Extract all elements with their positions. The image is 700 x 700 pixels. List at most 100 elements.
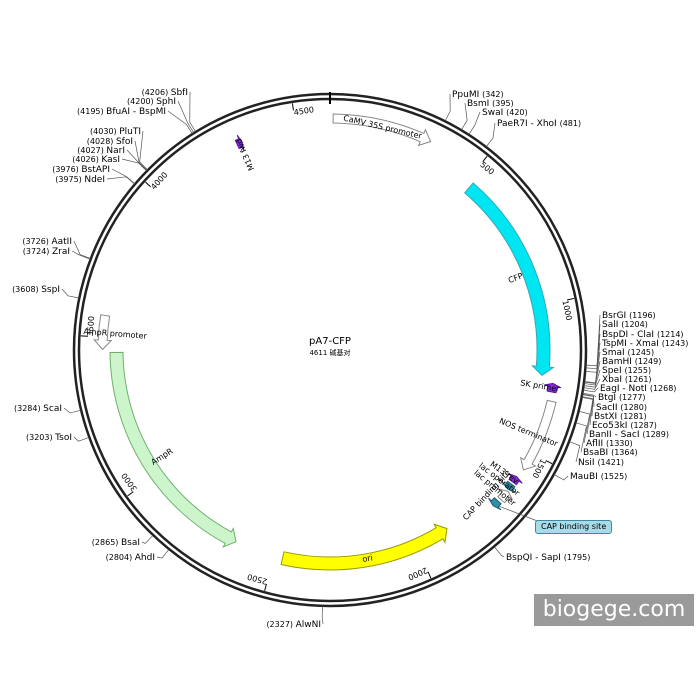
site-smai: SmaI (1245) — [602, 348, 654, 358]
site-line-bsai — [141, 535, 154, 544]
site-tsoi: (3203) TsoI — [26, 433, 72, 443]
site-line-aatii — [73, 240, 91, 259]
site-scai: (3284) ScaI — [14, 404, 62, 414]
site-line-ahdi — [156, 549, 170, 559]
site-line-tsoi — [73, 436, 89, 442]
tick-label-4500: 4500 — [293, 105, 314, 117]
site-line-sbfi — [189, 91, 196, 132]
site-position: (1525) — [601, 472, 628, 481]
tick-4000 — [145, 181, 151, 188]
tick-3000 — [127, 491, 134, 497]
site-line-ppumi — [444, 93, 451, 122]
site-name: TsoI — [54, 433, 72, 443]
tick-2500 — [264, 583, 267, 591]
site-line-scai — [63, 407, 81, 414]
site-sphi: (4200) SphI — [127, 97, 176, 107]
site-position: (1364) — [611, 448, 638, 457]
site-position: (1281) — [620, 412, 647, 421]
feature-ampr-promoter — [93, 314, 113, 351]
site-name: MauBI — [570, 472, 601, 482]
tick-label-500: 500 — [478, 160, 496, 177]
site-position: (3975) — [55, 175, 84, 184]
site-line-sacii — [582, 393, 595, 408]
site-line-xbai — [583, 378, 601, 390]
site-position: (1245) — [628, 348, 655, 357]
site-nari: (4027) NarI — [77, 146, 125, 156]
site-name: SbfI — [171, 88, 188, 98]
site-ppumi: PpuMI (342) — [452, 90, 504, 100]
site-name: BsaI — [121, 538, 140, 548]
site-tspmi-xmai: TspMI - XmaI (1243) — [601, 339, 688, 349]
tick-1500 — [545, 460, 553, 465]
site-name: ZraI — [52, 247, 70, 257]
site-name: BspDI - ClaI — [602, 330, 657, 340]
site-name: BanII - SacI — [589, 430, 642, 440]
restriction-sites: PpuMI (342)BsmI (395)SwaI (420)PaeR7I - … — [12, 88, 688, 630]
site-sali: SalI (1204) — [602, 320, 648, 330]
site-btgi: BtgI (1277) — [598, 393, 646, 403]
plasmid-name: pA7-CFP — [309, 336, 351, 347]
site-position: (4030) — [90, 127, 119, 136]
site-line-maubi — [554, 474, 569, 481]
site-name: TspMI - XmaI — [601, 339, 662, 349]
site-position: (4200) — [127, 97, 156, 106]
site-name: KasI — [101, 155, 120, 165]
site-name: BspQI - SapI — [506, 553, 564, 563]
site-bamhi: BamHI (1249) — [602, 357, 661, 367]
site-aatii: (3726) AatII — [22, 237, 72, 247]
site-line-sphi — [177, 100, 195, 133]
site-ahdi: (2804) AhdI — [106, 553, 155, 563]
site-position: (2804) — [106, 553, 135, 562]
site-position: (4195) — [77, 107, 106, 116]
site-alwni: (2327) AlwNI — [266, 620, 321, 630]
tick-1000 — [567, 297, 575, 301]
tick-label-1000: 1000 — [560, 299, 573, 321]
site-bsmi: BsmI (395) — [467, 99, 514, 109]
site-spei: SpeI (1255) — [602, 366, 651, 376]
feature-camv-35s-promoter — [332, 113, 432, 147]
feature-label-ampr-promoter: AmpR promoter — [83, 327, 148, 341]
site-position: (1249) — [635, 357, 662, 366]
site-xbai: XbaI (1261) — [602, 375, 652, 385]
site-kasi: (4026) KasI — [72, 155, 120, 165]
site-bsai: (2865) BsaI — [92, 538, 140, 548]
site-bspqi-sapi: BspQI - SapI (1795) — [506, 553, 590, 563]
site-name: ScaI — [43, 404, 62, 414]
feature-ori — [280, 523, 448, 571]
site-position: (1287) — [630, 421, 657, 430]
site-line-kasi — [121, 158, 147, 172]
site-line-nari — [126, 149, 147, 171]
site-line-spei — [583, 369, 601, 388]
tick-2000 — [427, 571, 432, 579]
feature-label-sk-primer: SK primer — [520, 378, 561, 394]
site-name: BsrGI — [602, 311, 629, 321]
site-position: (4028) — [87, 137, 116, 146]
site-pluti: (4030) PluTI — [90, 127, 141, 137]
site-position: (342) — [482, 90, 504, 99]
site-line-zrai — [71, 250, 91, 260]
site-name: AlwNI — [296, 620, 321, 630]
site-maubi: MauBI (1525) — [570, 472, 627, 482]
site-position: (1277) — [619, 393, 646, 402]
site-name: PpuMI — [452, 90, 482, 100]
feature-label-ori: ori — [362, 553, 374, 564]
site-sspi: (3608) SspI — [12, 285, 60, 295]
site-position: (3976) — [52, 165, 81, 174]
site-bspdi-clai: BspDI - ClaI (1214) — [602, 330, 684, 340]
site-name: BfuAI - BspMI — [106, 107, 166, 117]
site-zrai: (3724) ZraI — [23, 247, 70, 257]
plasmid-backbone — [72, 92, 588, 608]
site-aflii: AflII (1330) — [586, 439, 633, 449]
feature-cap-binding-site — [488, 497, 502, 511]
watermark: biogege.com — [534, 594, 694, 626]
site-name: SphI — [156, 97, 176, 107]
site-line-nsii — [569, 441, 581, 463]
site-line-bsabi — [575, 422, 587, 453]
site-position: (420) — [506, 108, 528, 117]
site-sfoi: (4028) SfoI — [87, 137, 133, 147]
site-position: (4027) — [77, 146, 106, 155]
site-line-banii-saci — [582, 397, 594, 435]
site-name: SfoI — [116, 137, 133, 147]
site-line-bstxi — [582, 394, 594, 417]
feature-m13-fwd — [234, 134, 245, 151]
